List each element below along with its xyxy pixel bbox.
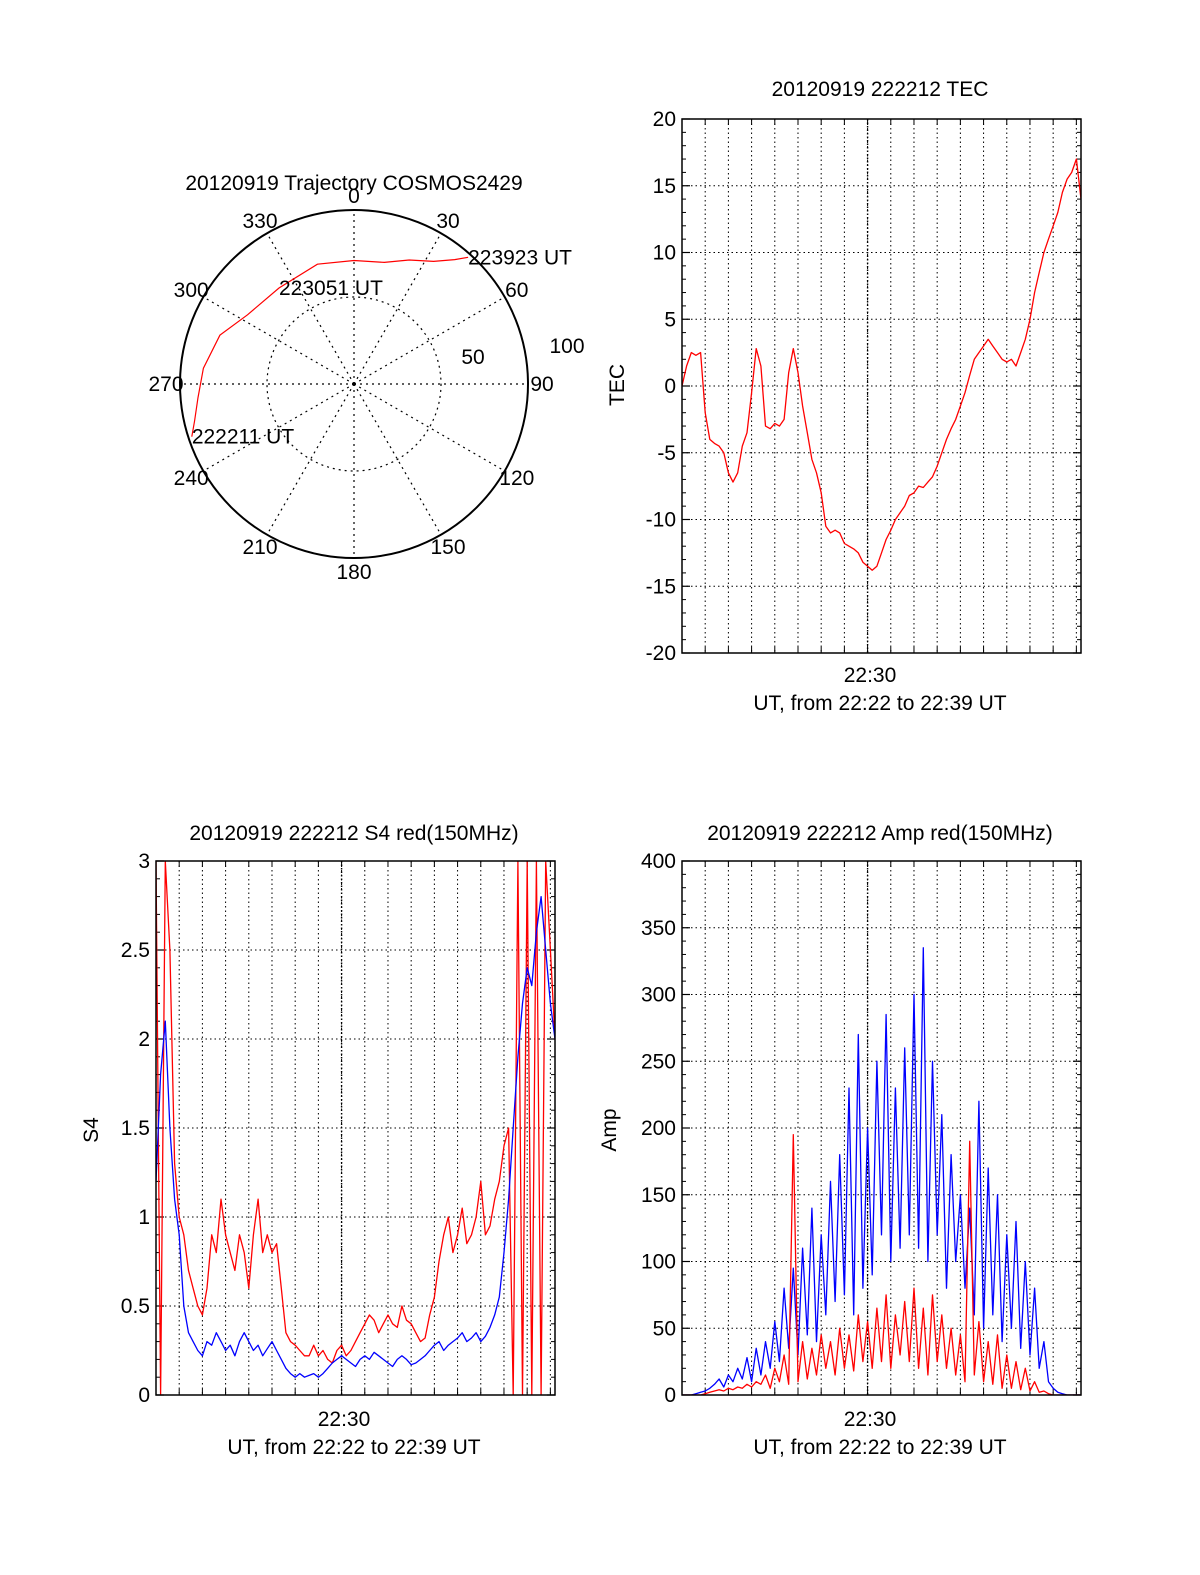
polar-azimuth-label: 300 bbox=[174, 279, 209, 302]
y-tick-label: 0 bbox=[664, 1384, 676, 1407]
y-tick-label: 0 bbox=[138, 1384, 150, 1407]
polar-azimuth-label: 240 bbox=[174, 467, 209, 490]
series-line bbox=[682, 1134, 1081, 1395]
polar-spoke bbox=[353, 383, 505, 472]
polar-outer-circle bbox=[179, 209, 529, 559]
series-line bbox=[682, 158, 1081, 571]
polar-grid bbox=[180, 210, 528, 558]
trajectory-line bbox=[191, 256, 469, 437]
y-tick-label: 400 bbox=[641, 850, 676, 873]
y-tick-label: 200 bbox=[641, 1117, 676, 1140]
plot-frame bbox=[155, 860, 556, 1396]
y-tick-label: 0 bbox=[664, 375, 676, 398]
y-tick-label: 150 bbox=[641, 1184, 676, 1207]
tec-xlabel: UT, from 22:22 to 22:39 UT bbox=[753, 692, 1006, 715]
tec-xtick-label: 22:30 bbox=[844, 664, 897, 687]
y-tick-label: 3 bbox=[138, 850, 150, 873]
trajectory-panel: 20120919 Trajectory COSMOS2429 0 30 60 90 12… bbox=[148, 172, 584, 584]
polar-spoke bbox=[353, 296, 505, 385]
polar-azimuth-label: 60 bbox=[505, 279, 528, 302]
polar-azimuth-label: 270 bbox=[148, 373, 183, 396]
y-tick-label: 50 bbox=[653, 1317, 676, 1340]
y-tick-label: 5 bbox=[664, 308, 676, 331]
polar-azimuth-label: 120 bbox=[499, 467, 534, 490]
polar-spoke bbox=[353, 383, 442, 535]
polar-azimuth-label: 150 bbox=[430, 536, 465, 559]
plot-frame bbox=[681, 860, 1082, 1396]
amp-title: 20120919 222212 Amp red(150MHz) bbox=[707, 822, 1053, 845]
y-tick-label: 350 bbox=[641, 917, 676, 940]
y-tick-label: 2.5 bbox=[121, 939, 150, 962]
tec-title: 20120919 222212 TEC bbox=[772, 78, 989, 101]
y-tick-label: 2 bbox=[138, 1028, 150, 1051]
y-tick-label: -20 bbox=[646, 642, 676, 665]
y-tick-label: -5 bbox=[657, 442, 676, 465]
polar-azimuth-label: 90 bbox=[530, 373, 553, 396]
y-tick-label: 1 bbox=[138, 1206, 150, 1229]
amp-ylabel: Amp bbox=[598, 1108, 621, 1151]
tec-ylabel: TEC bbox=[606, 364, 629, 406]
trajectory-annotation: 222211 UT bbox=[192, 426, 295, 449]
y-tick-label: 250 bbox=[641, 1050, 676, 1073]
polar-azimuth-label: 0 bbox=[348, 185, 360, 208]
polar-azimuth-labels: 0 30 60 90 120 150 180 210 240 270 300 330 50 100 bbox=[148, 185, 584, 584]
series-line bbox=[156, 895, 555, 1378]
tec-panel: 20120919 222212 TEC TEC 22:30 UT, from 2… bbox=[606, 78, 1082, 715]
polar-azimuth-label: 330 bbox=[242, 210, 277, 233]
s4-title: 20120919 222212 S4 red(150MHz) bbox=[189, 822, 518, 845]
polar-azimuth-label: 30 bbox=[436, 210, 459, 233]
polar-ring bbox=[266, 296, 442, 472]
polar-azimuth-label: 180 bbox=[336, 561, 371, 584]
y-tick-label: 10 bbox=[653, 242, 676, 265]
s4-panel: 20120919 222212 S4 red(150MHz) S4 22:30 … bbox=[80, 822, 556, 1459]
series-group bbox=[156, 861, 555, 1395]
s4-xtick-label: 22:30 bbox=[318, 1408, 371, 1431]
amp-xlabel: UT, from 22:22 to 22:39 UT bbox=[753, 1436, 1006, 1459]
trajectory-annotation: 223051 UT bbox=[279, 277, 383, 300]
trajectory-annotation: 223923 UT bbox=[468, 246, 572, 269]
trajectory-title: 20120919 Trajectory COSMOS2429 bbox=[185, 172, 522, 195]
y-tick-label: 1.5 bbox=[121, 1117, 150, 1140]
polar-spoke bbox=[266, 383, 355, 535]
polar-azimuth-label: 210 bbox=[242, 536, 277, 559]
y-tick-label: -10 bbox=[646, 509, 676, 532]
series-line bbox=[682, 947, 1081, 1395]
polar-spoke bbox=[353, 233, 442, 385]
series-line bbox=[156, 861, 555, 1395]
plot-frame bbox=[681, 118, 1082, 654]
polar-ring-label: 100 bbox=[549, 335, 584, 358]
series-group bbox=[682, 158, 1081, 571]
y-tick-label: 20 bbox=[653, 108, 676, 131]
trajectory-series bbox=[191, 256, 469, 437]
amp-panel: 20120919 222212 Amp red(150MHz) Amp 22:3… bbox=[598, 822, 1082, 1459]
y-tick-label: 15 bbox=[653, 175, 676, 198]
y-tick-label: 300 bbox=[641, 984, 676, 1007]
y-tick-label: -15 bbox=[646, 575, 676, 598]
s4-ylabel: S4 bbox=[80, 1117, 103, 1143]
s4-xlabel: UT, from 22:22 to 22:39 UT bbox=[227, 1436, 480, 1459]
polar-spoke bbox=[266, 233, 355, 385]
y-tick-label: 0.5 bbox=[121, 1295, 150, 1318]
polar-spoke bbox=[203, 296, 355, 385]
y-tick-label: 100 bbox=[641, 1251, 676, 1274]
amp-xtick-label: 22:30 bbox=[844, 1408, 897, 1431]
polar-spoke bbox=[203, 383, 355, 472]
trajectory-annotations: 222211 UT 223051 UT 223923 UT bbox=[192, 246, 572, 448]
polar-ring-label: 50 bbox=[461, 346, 484, 369]
series-group bbox=[682, 947, 1081, 1395]
grid bbox=[682, 119, 1081, 653]
